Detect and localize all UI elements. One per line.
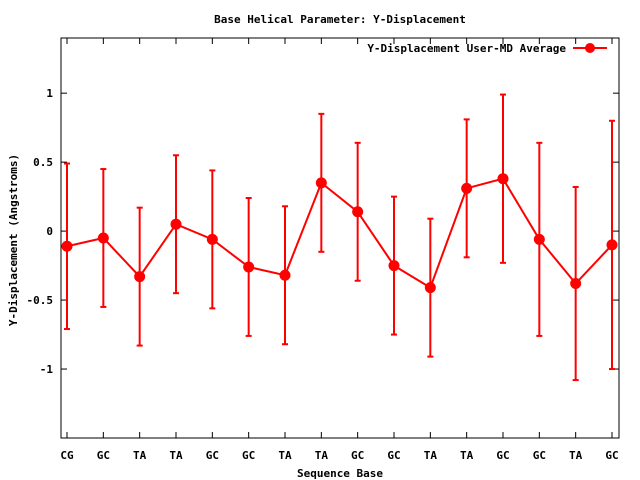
y-tick-label: -1	[40, 363, 54, 376]
data-point	[97, 232, 109, 244]
x-tick-label: GC	[206, 449, 219, 462]
y-tick-label: 0.5	[33, 156, 53, 169]
x-tick-label: CG	[60, 449, 74, 462]
x-tick-label: TA	[133, 449, 147, 462]
x-tick-label: GC	[351, 449, 364, 462]
x-tick-label: GC	[242, 449, 255, 462]
x-tick-label: GC	[387, 449, 400, 462]
data-point	[243, 261, 255, 273]
y-tick-label: 0	[46, 225, 53, 238]
x-tick-label: TA	[278, 449, 292, 462]
x-tick-label: TA	[315, 449, 329, 462]
data-point	[352, 206, 364, 218]
data-point	[606, 239, 618, 251]
x-tick-label: GC	[605, 449, 618, 462]
axis-ticks: -1 -0.5 0 0.5 1 CG GC TA TA GC GC TA TA GC GC TA TA GC GC T…	[27, 38, 619, 462]
x-tick-label: TA	[424, 449, 438, 462]
data-point	[497, 173, 509, 185]
y-tick-label: 1	[46, 87, 53, 100]
data-point	[533, 233, 545, 245]
plot-frame	[60, 37, 620, 439]
x-tick-label: TA	[569, 449, 583, 462]
x-tick-label: GC	[533, 449, 546, 462]
chart-title: Base Helical Parameter: Y-Displacement	[214, 13, 466, 26]
x-tick-label: GC	[97, 449, 110, 462]
x-tick-label: GC	[496, 449, 509, 462]
data-point	[61, 240, 73, 252]
data-point	[570, 278, 582, 290]
data-point	[461, 182, 473, 194]
y-tick-label: -0.5	[27, 294, 54, 307]
legend-label: Y-Displacement User-MD Average	[367, 42, 566, 55]
data-point	[279, 269, 291, 281]
data-point	[315, 177, 327, 189]
data-point	[388, 260, 400, 272]
data-point	[206, 233, 218, 245]
x-tick-label: TA	[169, 449, 183, 462]
data-point	[424, 282, 436, 294]
series-group	[61, 93, 618, 382]
y-axis-label: Y-Displacement (Angstroms)	[7, 154, 20, 326]
x-tick-label: TA	[460, 449, 474, 462]
legend-marker	[585, 43, 595, 53]
x-axis-label: Sequence Base	[297, 467, 383, 480]
legend: Y-Displacement User-MD Average	[367, 42, 607, 55]
data-point	[134, 271, 146, 283]
series-line	[66, 177, 613, 290]
data-point	[170, 218, 182, 230]
